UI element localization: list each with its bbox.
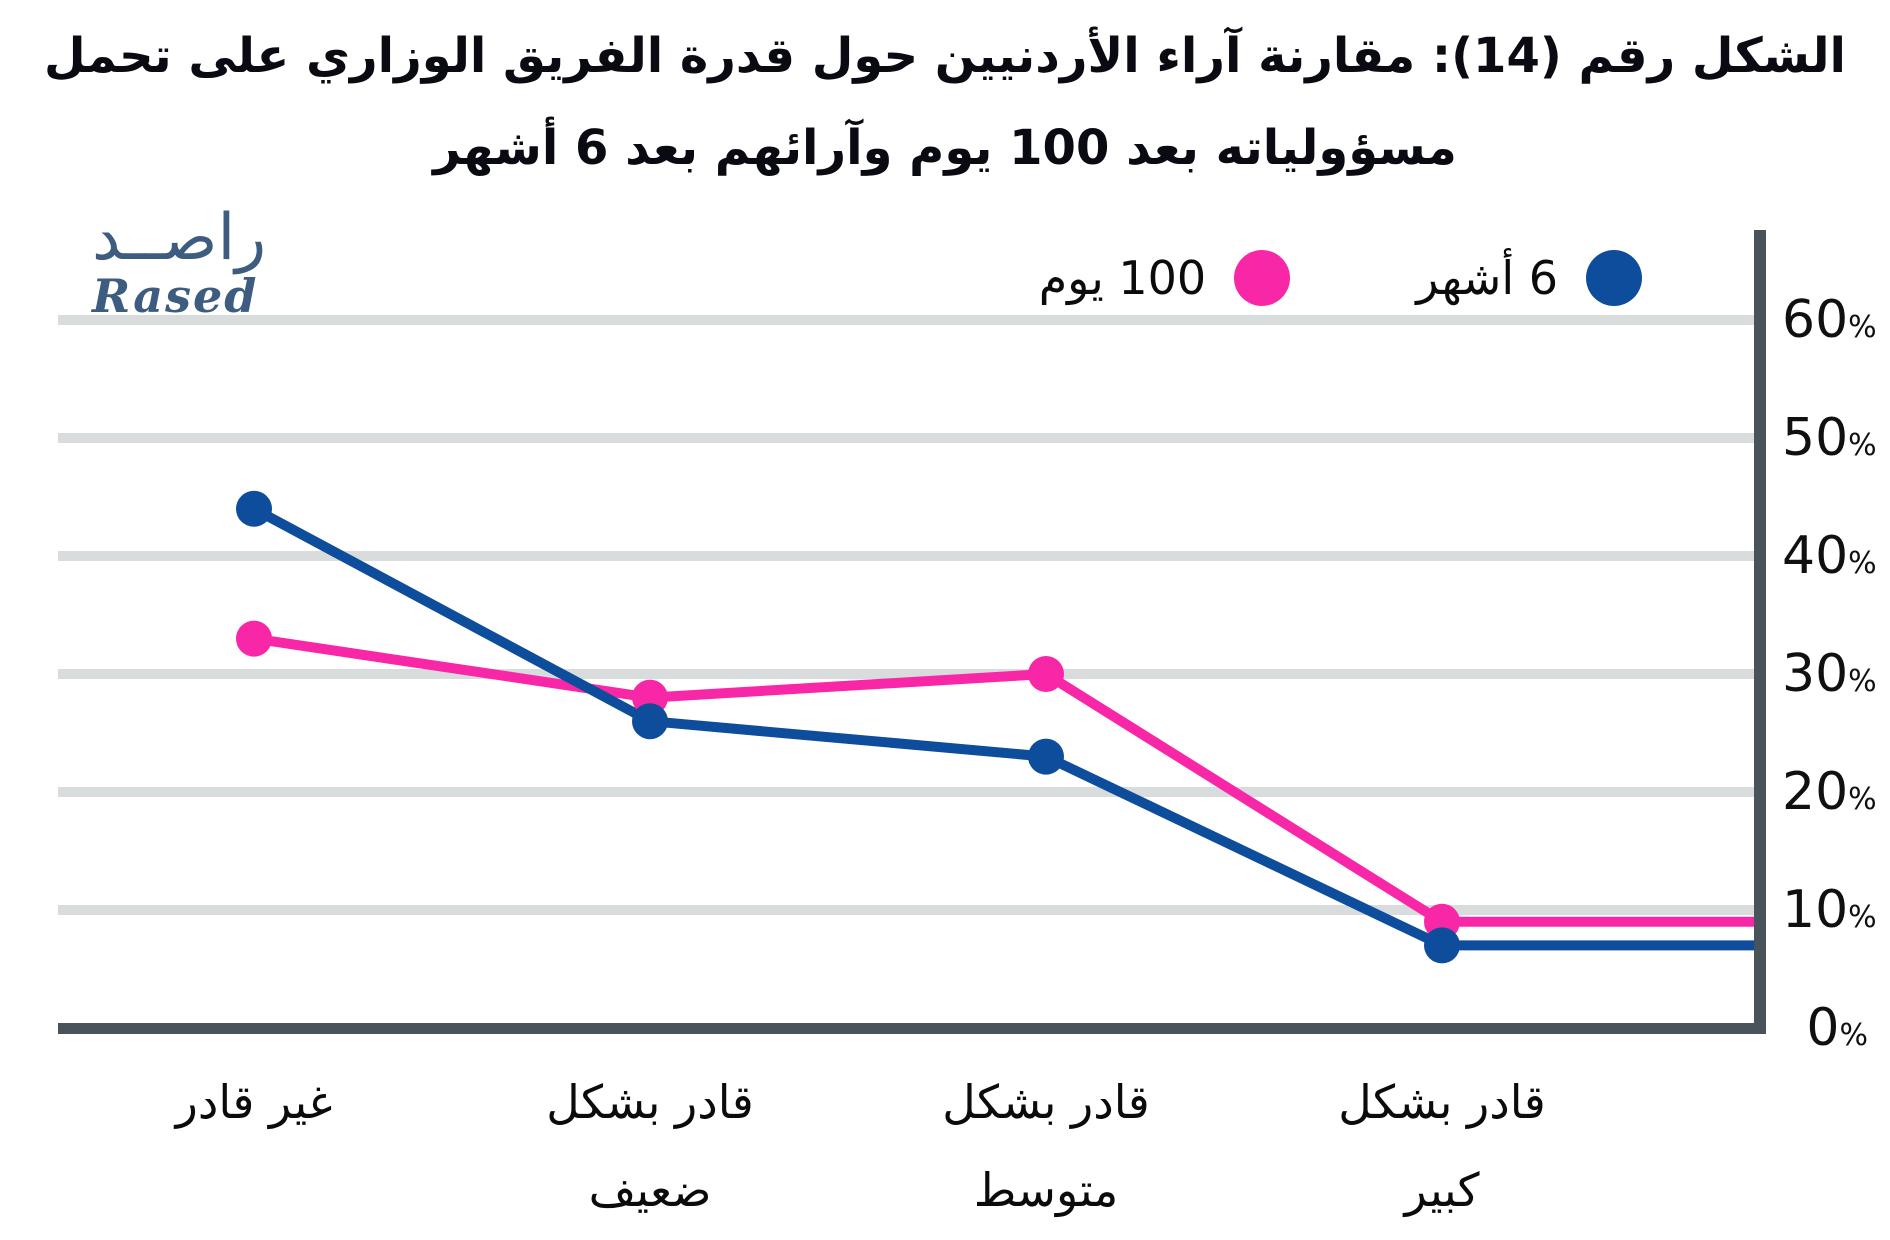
figure-title-line2: مسؤولياته بعد 100 يوم وآرائهم بعد 6 أشهر bbox=[433, 120, 1457, 176]
legend: 100 يوم 6 أشهر bbox=[1039, 250, 1642, 306]
figure-title: الشكل رقم (14): مقارنة آراء الأردنيين حو… bbox=[0, 10, 1890, 194]
y-axis-label: 20% bbox=[1782, 762, 1877, 822]
data-point-1-0 bbox=[236, 490, 272, 527]
y-axis-label: 40% bbox=[1782, 526, 1877, 586]
x-axis-label-line: كبير bbox=[1404, 1163, 1480, 1217]
y-axis-line bbox=[1754, 230, 1766, 1034]
legend-label-6-months: 6 أشهر bbox=[1416, 251, 1558, 305]
data-point-0-0 bbox=[236, 620, 272, 657]
x-axis-label-line: غير قادر bbox=[175, 1075, 333, 1129]
data-point-0-2 bbox=[1028, 656, 1064, 692]
y-axis-label: 60% bbox=[1782, 290, 1877, 350]
rased-logo-arabic: راصــد bbox=[92, 201, 267, 275]
y-axis-label: 10% bbox=[1782, 880, 1877, 940]
figure-title-line1: الشكل رقم (14): مقارنة آراء الأردنيين حو… bbox=[44, 28, 1846, 84]
gridline bbox=[58, 433, 1754, 443]
series-line-0 bbox=[253, 633, 1758, 927]
gridline bbox=[58, 669, 1754, 679]
gridline bbox=[58, 551, 1754, 561]
gridline bbox=[58, 315, 1754, 325]
rased-logo: راصــد Rased bbox=[92, 200, 392, 320]
x-axis-label-line: ضعيف bbox=[588, 1163, 712, 1217]
legend-label-100-days: 100 يوم bbox=[1038, 251, 1207, 305]
x-axis-label: قادر بشكل متوسط bbox=[836, 1058, 1256, 1234]
x-axis-label-line: قادر بشكل bbox=[546, 1075, 754, 1129]
y-axis-label: 50% bbox=[1782, 408, 1877, 468]
x-axis-label-line: قادر بشكل bbox=[942, 1075, 1150, 1129]
y-axis-label: 30% bbox=[1782, 644, 1877, 704]
x-axis-label: غير قادر bbox=[44, 1058, 464, 1146]
data-point-1-2 bbox=[1028, 738, 1064, 775]
legend-marker-6-months-icon bbox=[1586, 250, 1642, 306]
legend-marker-100-days-icon bbox=[1234, 250, 1291, 306]
x-axis-label-line: متوسط bbox=[973, 1163, 1119, 1217]
gridline bbox=[58, 787, 1754, 797]
rased-logo-latin: Rased bbox=[92, 269, 259, 323]
x-axis-label: قادر بشكل ضعيف bbox=[440, 1058, 860, 1234]
gridline bbox=[58, 905, 1754, 915]
y-axis-label: 0% bbox=[1806, 998, 1868, 1058]
x-axis-label-line: قادر بشكل bbox=[1338, 1075, 1546, 1129]
x-axis-line bbox=[58, 1023, 1766, 1034]
data-point-1-1 bbox=[632, 703, 668, 740]
series-line-1 bbox=[251, 504, 1758, 951]
data-point-1-3 bbox=[1424, 927, 1460, 964]
x-axis-label: قادر بشكل كبير bbox=[1232, 1058, 1652, 1234]
